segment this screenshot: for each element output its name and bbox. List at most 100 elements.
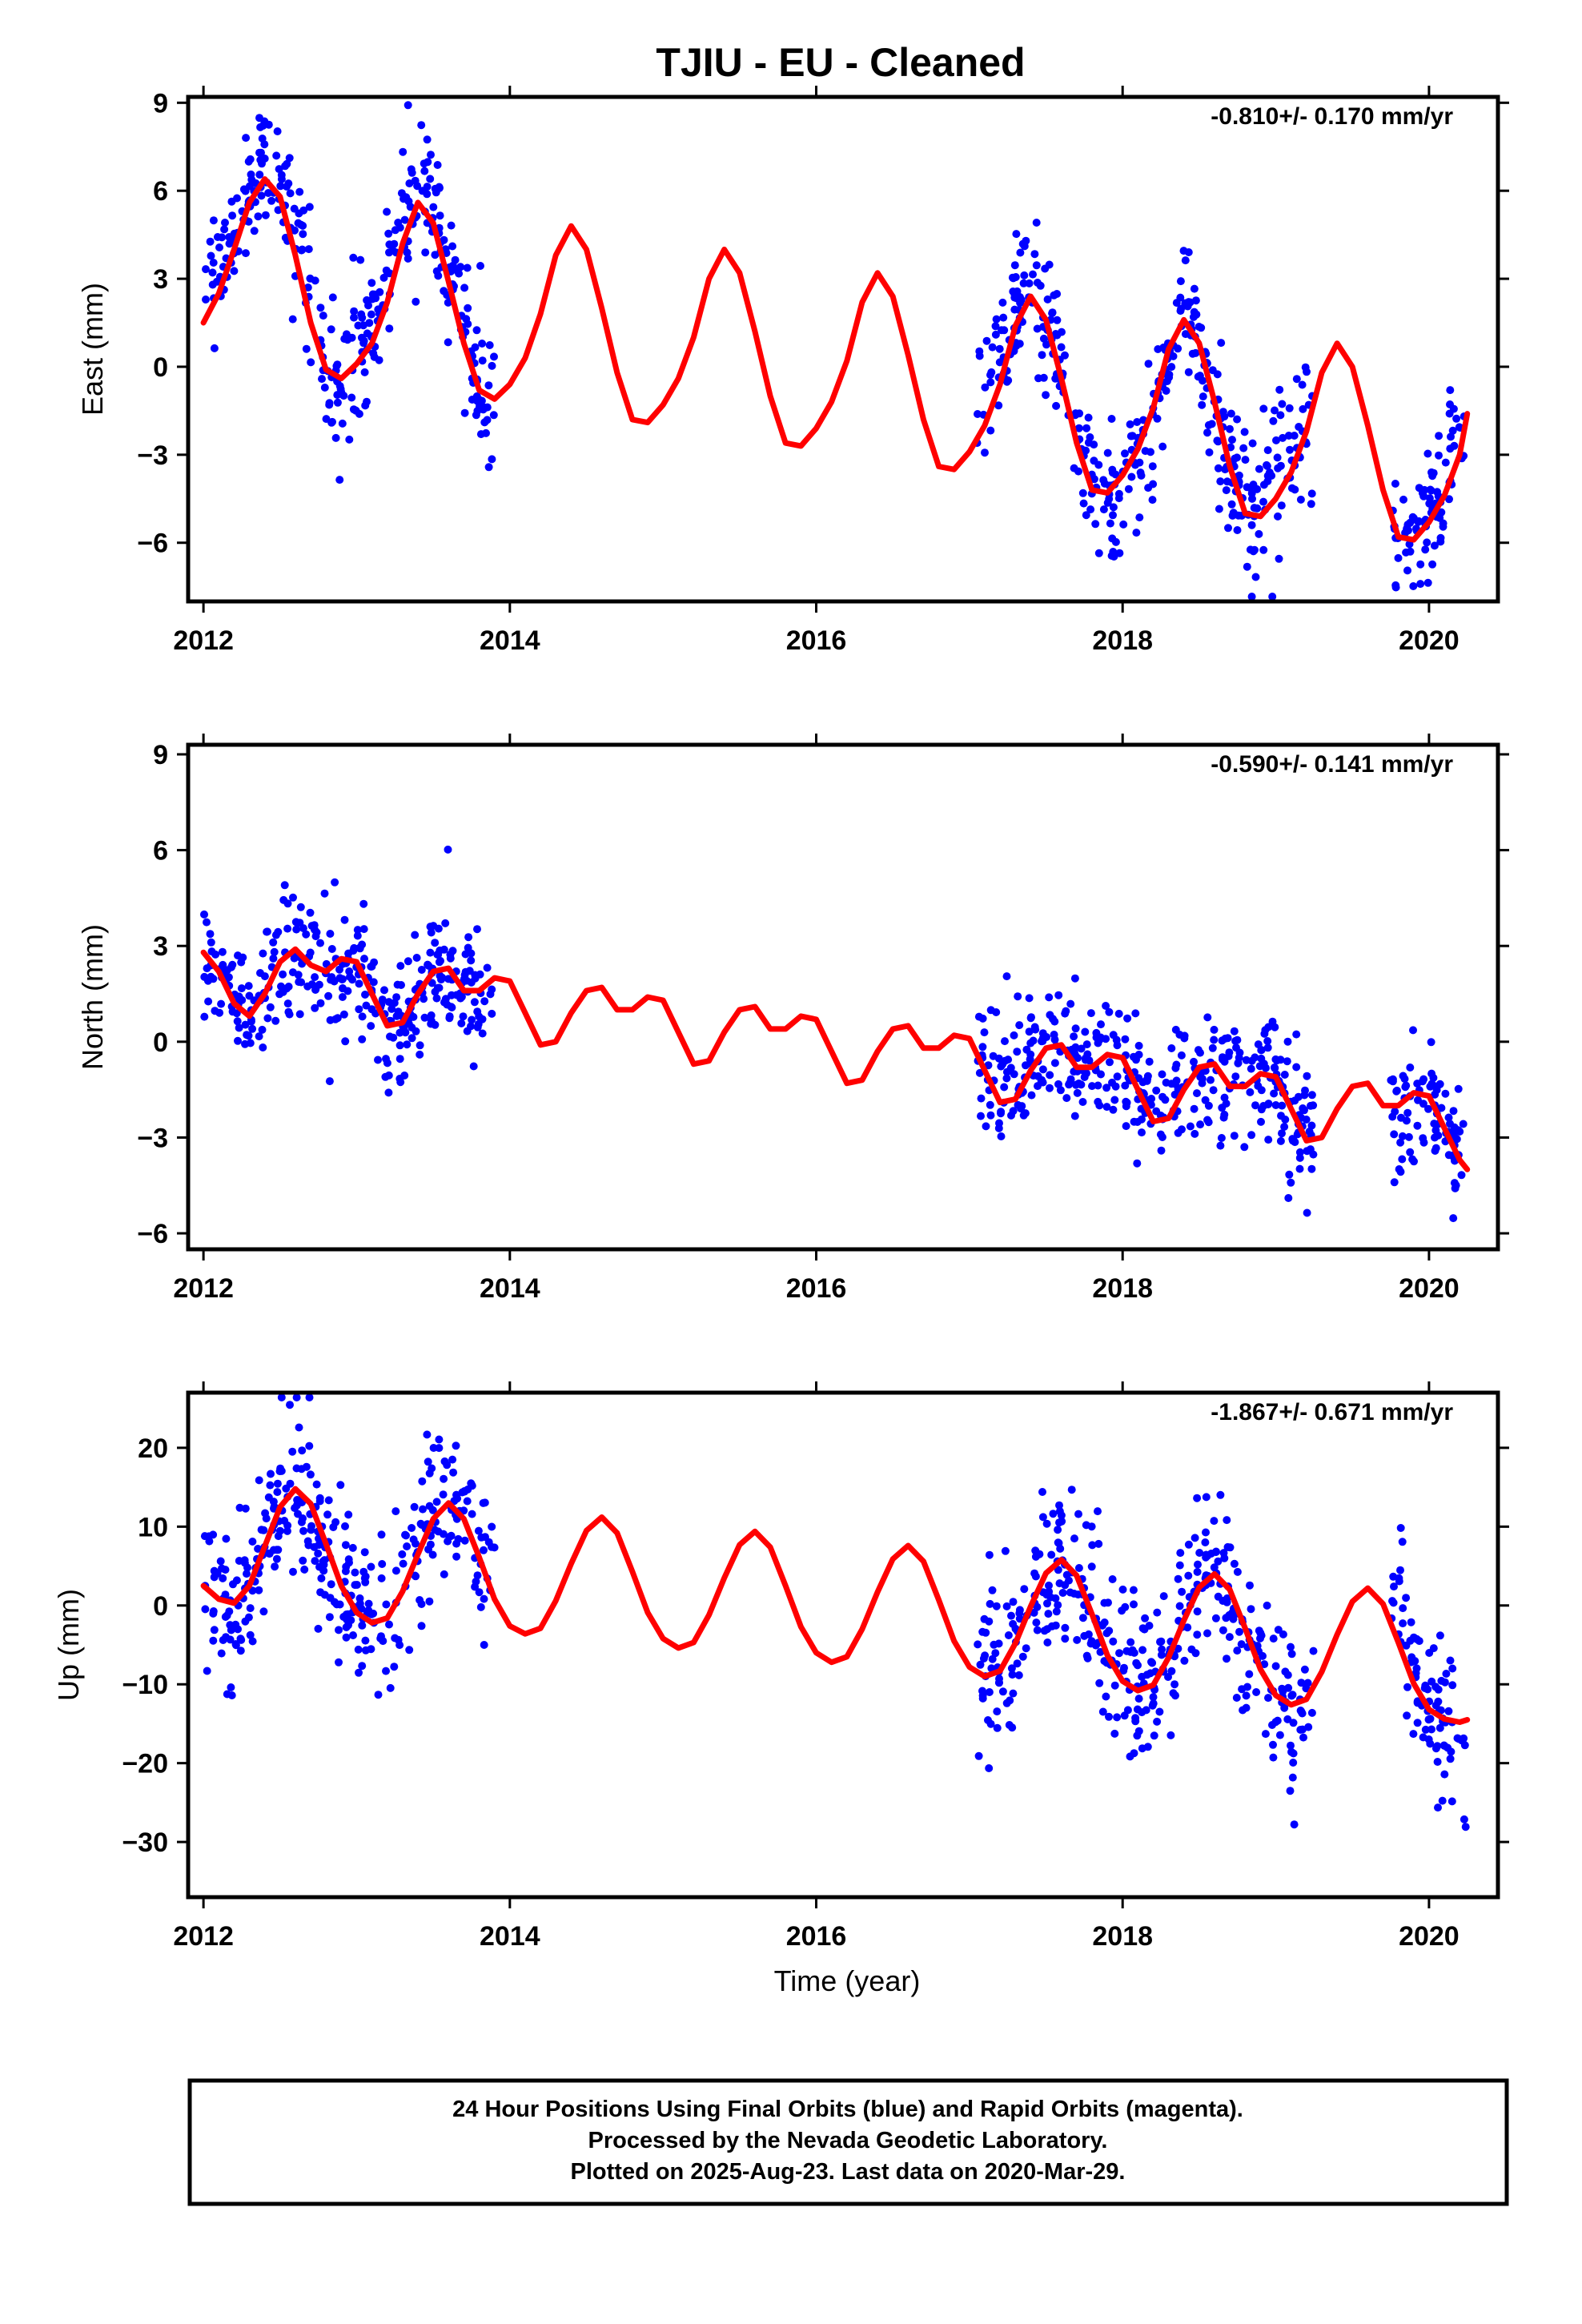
data-point <box>1052 1607 1061 1616</box>
data-point <box>1158 1070 1166 1079</box>
data-point <box>1051 1594 1060 1602</box>
data-point <box>397 981 405 989</box>
data-point <box>1080 1073 1089 1081</box>
data-point <box>986 1100 994 1109</box>
data-point <box>1436 1706 1445 1715</box>
data-point <box>403 1040 412 1049</box>
data-point <box>1050 291 1058 300</box>
data-point <box>1207 1076 1215 1084</box>
data-point <box>1013 1047 1022 1056</box>
data-point <box>377 1574 386 1582</box>
data-point <box>1411 1669 1420 1678</box>
data-point <box>1289 1759 1298 1767</box>
data-point <box>1106 1058 1114 1067</box>
data-point <box>398 1550 407 1558</box>
data-point <box>1263 1601 1271 1610</box>
data-point <box>484 381 493 390</box>
data-point <box>311 1003 319 1012</box>
data-point <box>210 344 219 352</box>
data-point <box>1149 1693 1158 1702</box>
data-point <box>433 951 442 959</box>
data-point <box>1190 1057 1198 1066</box>
data-point <box>1404 1132 1413 1141</box>
data-point <box>325 1613 334 1622</box>
data-point <box>299 1526 307 1535</box>
data-point <box>1242 1055 1251 1064</box>
x-tick-label: 2014 <box>480 1921 540 1952</box>
data-point <box>219 960 227 969</box>
data-point <box>1259 404 1268 413</box>
data-point <box>1171 1025 1180 1034</box>
data-point <box>1193 1089 1201 1098</box>
data-point <box>355 1005 363 1014</box>
data-point <box>1279 433 1287 442</box>
data-point <box>1113 1713 1122 1722</box>
data-point <box>1124 485 1133 493</box>
data-point <box>1277 501 1286 510</box>
data-point <box>440 1570 448 1578</box>
data-point <box>273 1488 282 1497</box>
data-point <box>1088 1541 1097 1550</box>
data-point <box>1055 1579 1064 1588</box>
data-point <box>1426 485 1435 494</box>
data-point <box>480 1594 488 1603</box>
data-point <box>1399 1604 1407 1613</box>
data-point <box>1419 1134 1427 1143</box>
data-point <box>1307 1708 1316 1717</box>
data-point <box>978 1691 987 1700</box>
data-point <box>341 1037 350 1046</box>
data-point <box>279 970 287 979</box>
data-point <box>1061 1623 1070 1632</box>
data-point <box>412 1539 420 1548</box>
data-point <box>1038 351 1046 360</box>
data-point <box>1126 1647 1135 1656</box>
data-point <box>231 1641 240 1650</box>
data-point <box>425 1597 434 1606</box>
x-axis-label: Time (year) <box>774 1964 921 1997</box>
data-point <box>1223 1542 1232 1551</box>
data-point <box>1429 1073 1438 1082</box>
data-point <box>271 1562 279 1571</box>
data-point <box>1398 1132 1407 1140</box>
data-point <box>1262 1063 1270 1072</box>
data-point <box>1007 1111 1015 1120</box>
data-point <box>378 1560 387 1568</box>
data-point <box>336 1481 345 1490</box>
data-point <box>435 1444 444 1453</box>
data-point <box>289 1567 297 1576</box>
data-point <box>238 995 247 1004</box>
data-point <box>246 155 255 163</box>
data-point <box>1105 1712 1113 1721</box>
data-point <box>424 158 432 167</box>
data-point <box>426 948 435 957</box>
data-point <box>1254 1082 1263 1090</box>
data-point <box>1189 312 1198 321</box>
data-point <box>1210 1035 1219 1044</box>
data-point <box>1296 1726 1305 1734</box>
data-point <box>477 396 486 405</box>
data-point <box>1445 495 1453 504</box>
data-point <box>1159 1592 1168 1601</box>
data-point <box>1290 432 1299 440</box>
data-point <box>1122 1122 1130 1131</box>
data-point <box>1395 1165 1403 1173</box>
data-point <box>1230 1027 1239 1035</box>
data-point <box>1224 524 1232 533</box>
data-point <box>244 982 253 991</box>
data-point <box>1055 1501 1063 1510</box>
data-point <box>1277 1112 1285 1120</box>
data-point <box>454 1534 463 1543</box>
data-point <box>982 1122 990 1131</box>
data-point <box>200 1532 209 1541</box>
data-point <box>236 1647 245 1655</box>
data-point <box>1437 1104 1446 1112</box>
data-point <box>1264 1136 1273 1144</box>
data-point <box>1278 400 1287 408</box>
data-point <box>981 1651 990 1660</box>
data-point <box>211 950 220 959</box>
data-point <box>1110 1096 1119 1104</box>
data-point <box>230 267 239 275</box>
data-point <box>410 1502 419 1511</box>
